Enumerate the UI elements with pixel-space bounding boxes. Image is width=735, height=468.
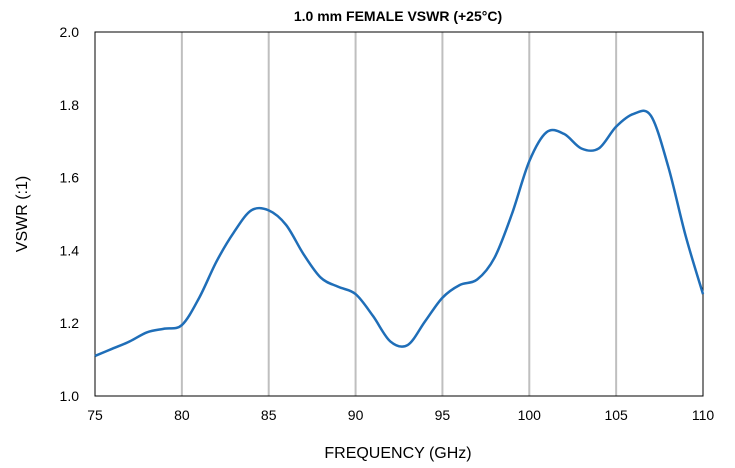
x-tick-label: 95 (435, 407, 451, 423)
x-axis-ticks: 75 80 85 90 95 100 105 110 (87, 407, 714, 423)
x-tick-label: 80 (174, 407, 190, 423)
vswr-series-line (94, 109, 705, 358)
x-tick-label: 110 (692, 407, 715, 423)
y-axis-ticks: 1.0 1.2 1.4 1.6 1.8 2.0 (60, 24, 80, 404)
y-tick-label: 2.0 (60, 24, 80, 40)
x-tick-label: 75 (87, 407, 103, 423)
grid-lines (180, 32, 618, 396)
x-tick-label: 90 (348, 407, 364, 423)
x-tick-label: 100 (518, 407, 542, 423)
plot-area-border (94, 31, 704, 397)
y-tick-label: 1.6 (60, 170, 80, 186)
y-tick-label: 1.4 (60, 242, 80, 258)
x-tick-label: 105 (604, 407, 628, 423)
x-axis-title: FREQUENCY (GHz) (324, 445, 471, 462)
chart-title: 1.0 mm FEMALE VSWR (+25°C) (294, 8, 502, 24)
y-tick-label: 1.8 (60, 97, 80, 113)
y-tick-label: 1.0 (60, 388, 80, 404)
y-tick-label: 1.2 (60, 315, 80, 331)
x-tick-label: 85 (261, 407, 277, 423)
series-layer (94, 109, 705, 358)
y-axis-title: VSWR (:1) (14, 176, 31, 252)
